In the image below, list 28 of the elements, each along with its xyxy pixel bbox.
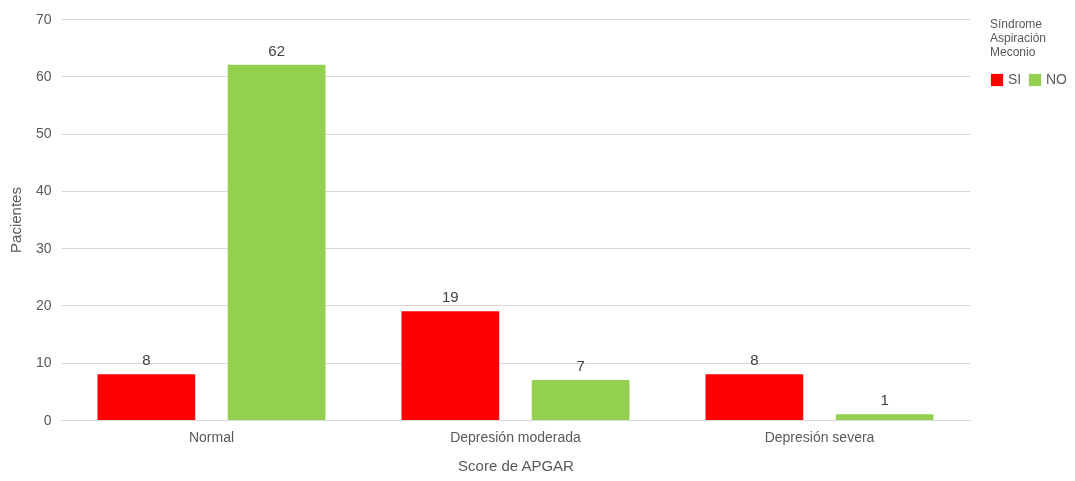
y-tick-label: 50 (35, 125, 52, 142)
y-tick-label: 60 (35, 67, 52, 84)
x-tick-label: Normal (188, 428, 235, 445)
data-label: 7 (576, 356, 585, 374)
data-label: 19 (442, 288, 459, 306)
y-tick-label: 20 (35, 296, 52, 313)
legend-title: Síndrome Aspiración Meconio (990, 17, 1047, 59)
bar (705, 374, 804, 420)
y-tick-label: 0 (43, 411, 52, 428)
data-label: 1 (880, 391, 889, 409)
y-tick-label: 40 (35, 182, 52, 199)
x-tick-label: Depresión severa (764, 428, 875, 445)
y-tick-label: 10 (35, 354, 52, 371)
x-tick-label: Depresión moderada (450, 428, 582, 445)
bar (97, 374, 196, 420)
bar (401, 311, 500, 420)
bar (835, 414, 934, 420)
legend-label: SI (1008, 71, 1022, 87)
y-tick-label: 70 (35, 10, 52, 27)
x-axis-title: Score de APGAR (458, 456, 575, 474)
data-label: 8 (142, 351, 151, 369)
data-label: 62 (268, 41, 285, 59)
y-axis-title: Pacientes (6, 187, 24, 253)
data-label: 8 (750, 351, 759, 369)
bar (227, 64, 326, 420)
y-tick-label: 30 (35, 239, 52, 256)
bar (531, 379, 630, 420)
legend-label: NO (1046, 71, 1068, 87)
